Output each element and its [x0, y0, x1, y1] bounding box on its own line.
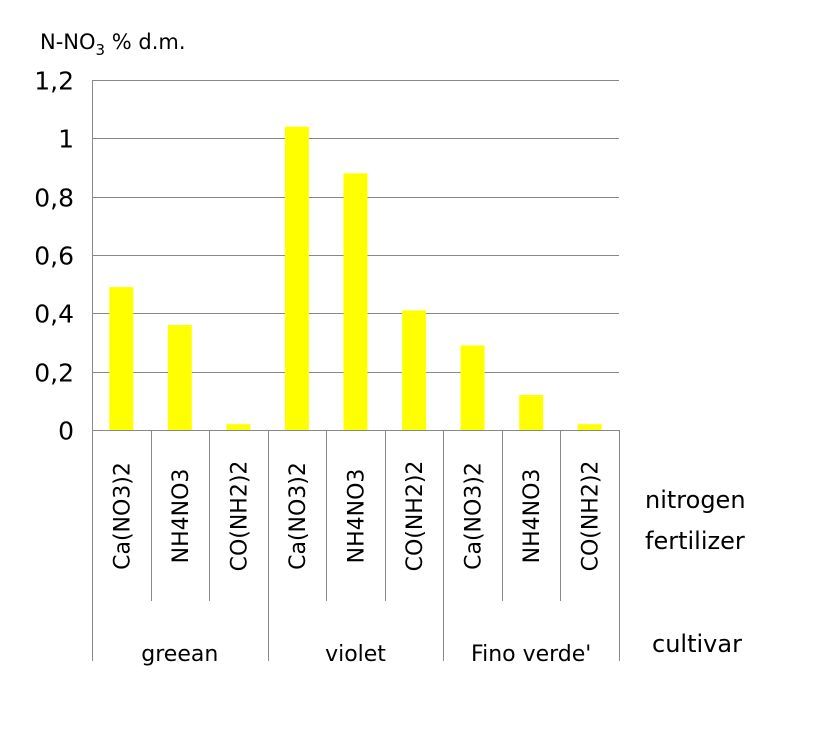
- bar: [577, 424, 602, 430]
- group-label: violet: [325, 642, 386, 667]
- category-label: NH4NO3: [169, 469, 194, 564]
- y-tick-label: 0,8: [34, 184, 74, 213]
- category-label: NH4NO3: [520, 469, 545, 564]
- category-label: Ca(NO3)2: [286, 462, 311, 570]
- bar: [167, 325, 192, 430]
- bar: [109, 287, 134, 430]
- y-axis-title: N-NO3 % d.m.: [40, 30, 186, 59]
- bar: [402, 310, 427, 430]
- category-label: CO(NH2)2: [403, 461, 428, 572]
- axes: [92, 80, 620, 661]
- y-tick-label: 0,4: [34, 300, 74, 329]
- bar: [226, 424, 251, 430]
- category-label: Ca(NO3)2: [110, 462, 135, 570]
- group-labels: greean violet Fino verde': [141, 642, 591, 667]
- y-axis-title-subscript: 3: [96, 41, 106, 59]
- group-axis-title: cultivar: [652, 630, 742, 658]
- y-axis-ticks: 0 0,2 0,4 0,6 0,8 1 1,2: [34, 67, 74, 446]
- bars: [109, 126, 602, 431]
- category-labels: Ca(NO3)2 NH4NO3 CO(NH2)2 Ca(NO3)2 NH4NO3 CO(N…: [110, 461, 603, 572]
- y-axis-title-suffix: % d.m.: [105, 30, 185, 54]
- y-tick-label: 0,6: [34, 242, 74, 271]
- category-label: Ca(NO3)2: [462, 462, 487, 570]
- category-label: CO(NH2)2: [579, 461, 604, 572]
- group-label: Fino verde': [471, 642, 591, 667]
- bar: [284, 126, 309, 430]
- bar: [460, 345, 485, 430]
- category-label: NH4NO3: [345, 469, 370, 564]
- y-tick-label: 1: [58, 125, 74, 154]
- category-label: CO(NH2)2: [227, 461, 252, 572]
- y-axis-title-prefix: N-NO: [40, 30, 96, 54]
- y-tick-label: 0: [58, 417, 74, 446]
- category-axis-title-line-1: nitrogen: [645, 486, 746, 514]
- group-label: greean: [141, 642, 218, 667]
- category-axis-title-line-2: fertilizer: [645, 527, 745, 555]
- y-tick-label: 0,2: [34, 359, 74, 388]
- bar: [519, 395, 544, 430]
- bar: [343, 173, 368, 431]
- y-tick-label: 1,2: [34, 67, 74, 96]
